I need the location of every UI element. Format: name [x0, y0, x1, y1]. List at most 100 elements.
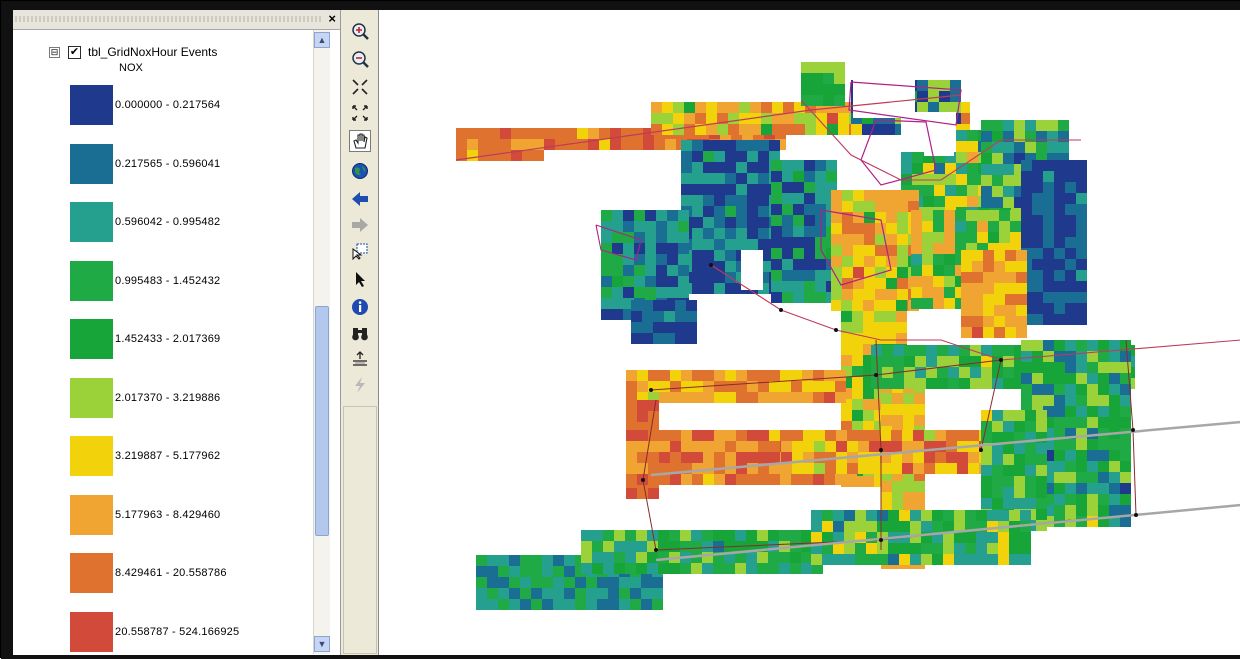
legend-class-item[interactable]: 3.219887 - 5.177962 [70, 435, 330, 477]
grid-cell [871, 378, 882, 389]
grid-cell [992, 476, 1003, 487]
scroll-up-button[interactable]: ▲ [314, 32, 330, 48]
grid-cell [911, 221, 922, 232]
grid-cell [944, 221, 955, 232]
identify-button[interactable] [349, 296, 371, 318]
grid-cell [992, 465, 1003, 476]
grid-cell [1087, 395, 1098, 406]
grid-cell [1109, 384, 1120, 395]
grid-cell [1058, 153, 1069, 164]
grid-cell [1032, 193, 1043, 204]
grid-cell [1021, 193, 1032, 204]
grid-cell [1120, 406, 1131, 417]
grid-cell [814, 452, 825, 463]
grid-cell [648, 370, 659, 381]
find-button[interactable] [349, 322, 371, 344]
grid-cell [831, 300, 842, 311]
grid-cell [601, 276, 612, 287]
grid-cell [703, 272, 714, 283]
grid-cell [844, 554, 855, 565]
legend-color-swatch[interactable] [70, 436, 113, 476]
grid-cell [489, 139, 500, 150]
grid-cell [792, 463, 803, 474]
full-extent-button[interactable] [349, 160, 371, 182]
fixed-zoom-in-button[interactable] [349, 76, 371, 98]
grid-cell [553, 555, 564, 566]
grid-cell [656, 243, 667, 254]
grid-cell [771, 259, 782, 270]
grid-cell [772, 102, 783, 113]
grid-cell [803, 452, 814, 463]
legend-color-swatch[interactable] [70, 553, 113, 593]
toc-title-bar[interactable]: × [13, 10, 340, 30]
grid-cell [626, 381, 637, 392]
grid-cell [768, 541, 779, 552]
grid-cell [977, 210, 988, 221]
grid-cell [651, 113, 662, 124]
grid-cell [863, 355, 874, 366]
grid-cell [706, 113, 717, 124]
map-canvas[interactable] [381, 10, 1240, 655]
legend-class-item[interactable]: 20.558787 - 524.166925 [70, 611, 330, 653]
grid-cell [634, 276, 645, 287]
grid-cell [736, 228, 747, 239]
grid-cell [888, 554, 899, 565]
grid-cell [1014, 465, 1025, 476]
grid-cell [813, 474, 824, 485]
grid-cell [892, 492, 903, 503]
close-icon[interactable]: × [328, 11, 336, 26]
grid-cell [703, 283, 714, 294]
grid-cell [1076, 516, 1087, 527]
select-elements-button[interactable] [349, 268, 371, 290]
legend-class-item[interactable]: 1.452433 - 2.017369 [70, 318, 330, 360]
grid-cell [623, 243, 634, 254]
grid-cell [758, 184, 769, 195]
scroll-down-button[interactable]: ▼ [314, 636, 330, 652]
grid-cell [1009, 554, 1020, 565]
legend-color-swatch[interactable] [70, 143, 113, 184]
grid-cell [695, 124, 706, 135]
legend-class-item[interactable]: 0.596042 - 0.995482 [70, 201, 330, 243]
grid-cell [869, 441, 880, 452]
grid-cell [779, 563, 790, 574]
legend-class-item[interactable]: 0.000000 - 0.217564 [70, 84, 330, 126]
layer-name[interactable]: tbl_GridNoxHour Events [88, 45, 218, 59]
toc-grip[interactable] [15, 16, 323, 22]
grid-cell [456, 139, 467, 150]
select-features-button[interactable] [349, 240, 371, 262]
fixed-zoom-out-button[interactable] [349, 102, 371, 124]
grid-cell [793, 281, 804, 292]
legend-color-swatch[interactable] [70, 319, 113, 359]
grid-cell [932, 554, 943, 565]
layer-visibility-checkbox[interactable]: ✔ [68, 45, 81, 59]
legend-class-item[interactable]: 0.995483 - 1.452432 [70, 260, 330, 302]
zoom-in-button[interactable] [349, 20, 371, 42]
grid-cell [959, 367, 970, 378]
pan-button[interactable] [349, 130, 371, 152]
legend-color-swatch[interactable] [70, 202, 113, 242]
go-forward-button[interactable] [349, 214, 371, 236]
map-display[interactable] [381, 10, 1240, 655]
legend-class-item[interactable]: 2.017370 - 3.219886 [70, 377, 330, 419]
legend-color-swatch[interactable] [70, 377, 113, 418]
zoom-out-button[interactable] [349, 48, 371, 70]
legend-color-swatch[interactable] [70, 494, 113, 535]
grid-cell [692, 184, 703, 195]
toc-scrollbar[interactable]: ▲ ▼ [313, 30, 330, 654]
legend-class-item[interactable]: 0.217565 - 0.596041 [70, 143, 330, 185]
grid-cell [771, 204, 782, 215]
grid-cell [816, 124, 827, 135]
legend-class-item[interactable]: 8.429461 - 20.558786 [70, 552, 330, 594]
network-node [999, 358, 1003, 362]
legend-color-swatch[interactable] [70, 260, 113, 301]
measure-button[interactable] [349, 348, 371, 370]
grid-cell [852, 399, 863, 410]
scroll-thumb[interactable] [315, 306, 329, 536]
legend-color-swatch[interactable] [70, 85, 113, 125]
legend-color-swatch[interactable] [70, 611, 113, 652]
collapse-icon[interactable]: ⊟ [49, 46, 60, 58]
go-back-button[interactable] [349, 188, 371, 210]
legend-class-item[interactable]: 5.177963 - 8.429460 [70, 494, 330, 536]
grid-cell [761, 124, 772, 135]
grid-cell [1076, 281, 1087, 292]
